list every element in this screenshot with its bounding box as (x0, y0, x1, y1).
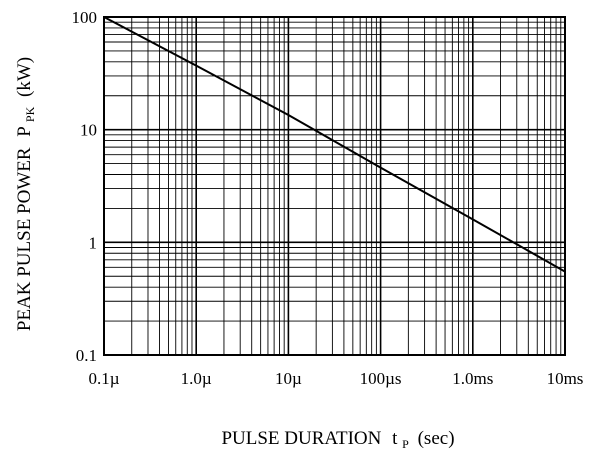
x-axis-title: PULSE DURATION t P (sec) (221, 428, 454, 453)
x-tick-labels: 0.1µ 1.0µ 10µ 100µs 1.0ms 10ms (88, 369, 583, 388)
x-tick-label: 0.1µ (88, 369, 119, 388)
y-tick-label: 10 (80, 121, 97, 140)
y-axis-unit: (kW) (14, 57, 35, 97)
y-axis-subscript: PK (23, 106, 37, 122)
y-tick-label: 1 (89, 233, 98, 252)
series-group (103, 16, 566, 273)
y-axis-symbol: P (14, 127, 35, 137)
y-axis-label: PEAK PULSE POWER (14, 147, 35, 331)
x-axis-symbol: t (392, 428, 398, 449)
x-tick-label: 100µs (360, 369, 402, 388)
y-tick-labels: 0.1 1 10 100 (72, 8, 98, 365)
grid (104, 17, 565, 355)
x-tick-label: 10µ (275, 369, 302, 388)
x-tick-label: 1.0µ (181, 369, 212, 388)
series-line (103, 16, 566, 273)
x-tick-label: 10ms (547, 369, 584, 388)
y-tick-label: 0.1 (76, 346, 97, 365)
plot-frame (103, 16, 566, 356)
x-tick-label: 1.0ms (452, 369, 493, 388)
x-axis-unit: (sec) (418, 428, 455, 449)
y-axis-title: PEAK PULSE POWER P PK (kW) (14, 57, 39, 331)
x-axis-label: PULSE DURATION (221, 428, 381, 449)
y-tick-label: 100 (72, 8, 98, 27)
x-axis-subscript: P (402, 437, 409, 451)
